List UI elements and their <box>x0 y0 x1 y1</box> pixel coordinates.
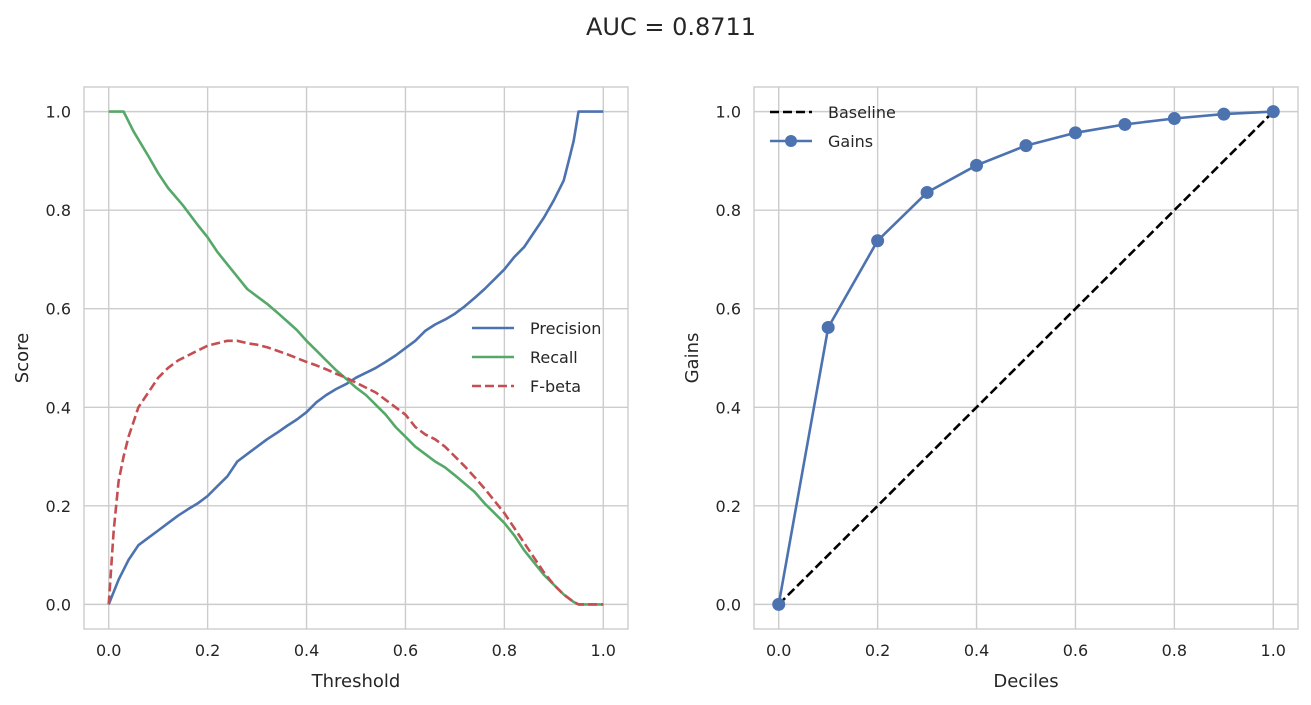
recall-series-line <box>108 110 604 606</box>
y-tick-label: 0.2 <box>716 497 741 516</box>
precision-legend-label: Precision <box>530 319 601 338</box>
gains-point <box>871 234 885 248</box>
y-tick-label: 0.6 <box>46 300 71 319</box>
x-tick-label: 0.4 <box>964 641 989 660</box>
y-tick-label: 0.8 <box>716 201 741 220</box>
gains-legend-label: Gains <box>828 132 873 151</box>
baseline-legend-label: Baseline <box>828 103 896 122</box>
f-beta-legend-label: F-beta <box>530 377 581 396</box>
x-tick-label: 0.6 <box>1063 641 1088 660</box>
y-tick-label: 0.0 <box>716 595 741 614</box>
y-axis-label: Score <box>12 333 33 383</box>
y-tick-label: 0.2 <box>46 497 71 516</box>
gains-point <box>1167 112 1181 126</box>
y-axis-label: Gains <box>682 333 703 384</box>
figure-title: AUC = 0.8711 <box>586 13 756 41</box>
x-tick-label: 0.6 <box>393 641 418 660</box>
baseline-series-line <box>777 110 1275 606</box>
recall-legend-label: Recall <box>530 348 578 367</box>
y-tick-label: 0.4 <box>46 398 71 417</box>
gains-point <box>821 320 835 334</box>
axes-frame <box>83 86 629 630</box>
y-tick-label: 0.4 <box>716 398 741 417</box>
gains-point <box>1266 105 1280 119</box>
gains-point <box>1068 126 1082 140</box>
y-tick-label: 0.0 <box>46 595 71 614</box>
x-axis-label: Deciles <box>993 671 1058 692</box>
precision-series-line <box>107 110 604 605</box>
x-tick-label: 0.0 <box>766 641 791 660</box>
x-tick-label: 0.2 <box>865 641 890 660</box>
gains-point <box>1118 117 1132 131</box>
gains-legend-marker <box>785 135 797 147</box>
y-tick-label: 1.0 <box>716 103 741 122</box>
precision-recall-panel: 0.0 0.2 0.4 0.6 0.8 1.0 0.0 0.2 0.4 0.6 0.8 1.0 Thre… <box>12 86 629 692</box>
axes-frame <box>753 86 1299 630</box>
gains-point <box>1217 107 1231 121</box>
x-tick-label: 0.2 <box>195 641 220 660</box>
x-tick-label: 1.0 <box>1261 641 1286 660</box>
y-tick-label: 0.8 <box>46 201 71 220</box>
gains-point <box>970 158 984 172</box>
x-tick-label: 0.0 <box>96 641 121 660</box>
x-tick-label: 0.8 <box>1162 641 1187 660</box>
x-tick-label: 0.8 <box>492 641 517 660</box>
gains-point <box>920 185 934 199</box>
gains-panel: 0.0 0.2 0.4 0.6 0.8 1.0 0.0 0.2 0.4 0.6 0.8 1.0 Deci… <box>682 86 1299 692</box>
x-axis-label: Threshold <box>311 671 401 692</box>
gains-point <box>1019 139 1033 153</box>
gains-point <box>772 597 786 611</box>
x-tick-label: 1.0 <box>591 641 616 660</box>
x-tick-label: 0.4 <box>294 641 319 660</box>
f-beta-series-line <box>107 339 604 606</box>
y-tick-label: 0.6 <box>716 300 741 319</box>
y-tick-label: 1.0 <box>46 103 71 122</box>
